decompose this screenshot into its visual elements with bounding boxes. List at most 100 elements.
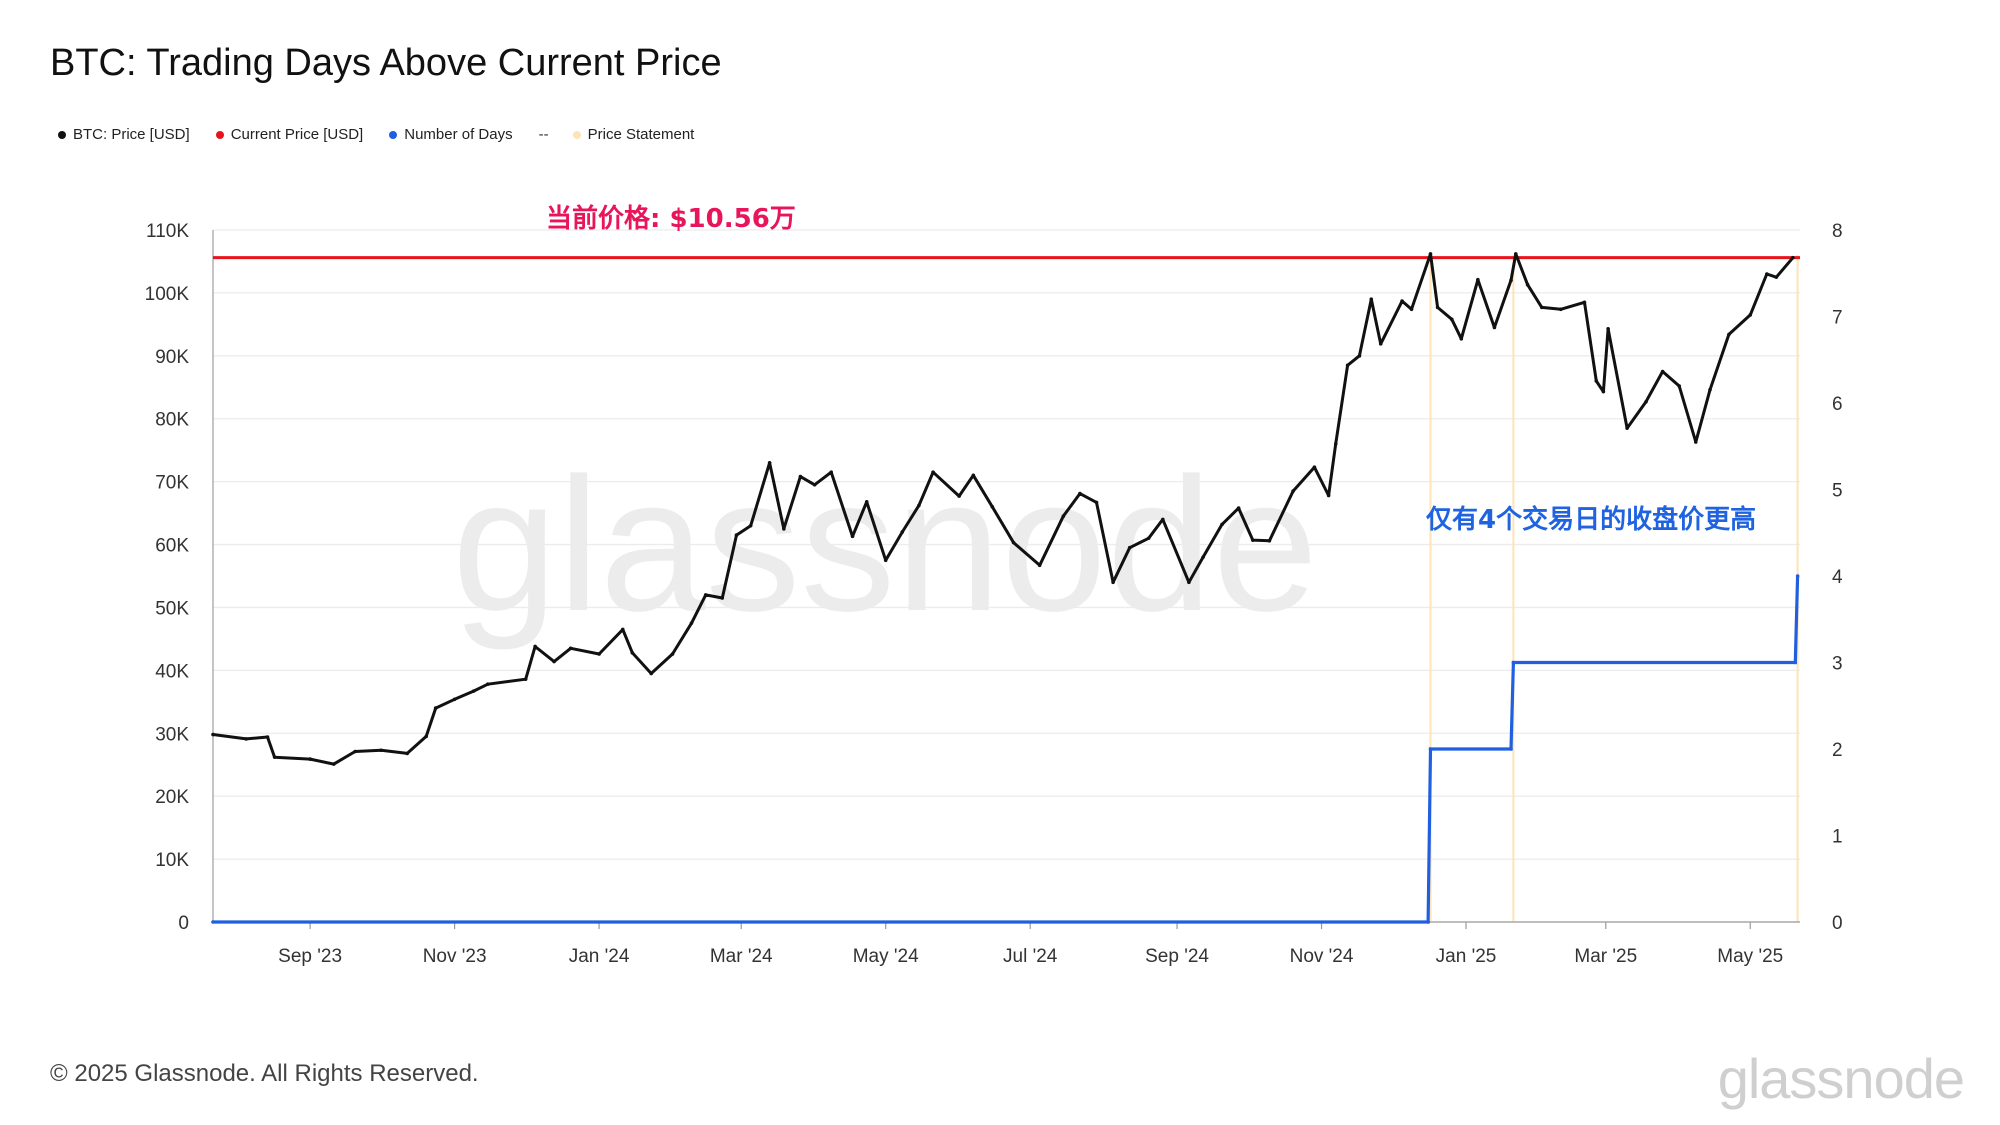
btc-price-point <box>1791 255 1795 260</box>
x-tick-label: May '24 <box>853 946 919 967</box>
btc-price-point <box>1525 282 1530 287</box>
btc-price-point <box>265 735 270 739</box>
btc-price-point <box>1435 305 1440 310</box>
btc-price-point <box>552 659 556 664</box>
btc-price-point <box>1450 317 1454 322</box>
btc-price-point <box>1540 305 1544 310</box>
btc-price-point <box>379 748 383 753</box>
glassnode-logo: glassnode <box>1717 1047 1965 1110</box>
y-right-tick-label: 0 <box>1832 913 1843 934</box>
legend-dot-btc-price <box>58 130 66 139</box>
x-tick-label: Mar '25 <box>1574 946 1637 967</box>
number-of-days-point <box>1795 574 1800 578</box>
btc-price-point <box>433 706 438 710</box>
btc-price-point <box>1061 514 1066 519</box>
y-right-tick-label: 4 <box>1832 567 1843 588</box>
y-left-tick-label: 110K <box>146 221 189 242</box>
btc-price-point <box>798 474 803 479</box>
btc-price-point <box>1236 506 1241 510</box>
btc-price-point <box>1476 277 1480 282</box>
btc-price-point <box>1345 363 1350 368</box>
btc-price-point <box>1369 297 1374 302</box>
legend-dot-number-of-days <box>389 130 398 139</box>
btc-price-point <box>1267 538 1272 543</box>
btc-price-point <box>703 593 708 597</box>
legend-item-current-price[interactable]: Current Price [USD] <box>215 126 364 143</box>
btc-price-point <box>1251 538 1255 542</box>
y-left-tick-label: 30K <box>155 724 189 745</box>
y-left-tick-label: 20K <box>155 787 189 808</box>
btc-price-point <box>1201 555 1205 559</box>
btc-price-point <box>1428 252 1433 256</box>
btc-price-point <box>452 697 457 702</box>
btc-price-point <box>523 677 528 681</box>
grid <box>213 229 1800 923</box>
y-right-tick-label: 5 <box>1832 481 1843 502</box>
x-tick-label: Sep '24 <box>1145 946 1209 967</box>
copyright-footer: © 2025 Glassnode. All Rights Reserved. <box>50 1060 479 1087</box>
legend-label-current-price: Current Price [USD] <box>230 126 364 143</box>
btc-price-point <box>1558 307 1563 312</box>
y-left-tick-label: 50K <box>155 598 189 619</box>
number-of-days-point <box>1511 660 1516 665</box>
btc-price-point <box>620 627 625 632</box>
btc-price-point <box>1582 300 1587 305</box>
btc-price-point <box>308 757 312 761</box>
btc-price-point <box>1727 332 1731 337</box>
chart-title: BTC: Trading Days Above Current Price <box>50 42 722 84</box>
legend-item-price-statement[interactable]: Price Statement <box>572 126 695 143</box>
btc-price-point <box>272 755 277 759</box>
btc-price-point <box>1127 545 1132 550</box>
y-left-tick-label: 80K <box>155 410 189 431</box>
btc-price-point <box>1625 426 1629 430</box>
btc-price-point <box>864 499 869 504</box>
y-right-tick-label: 6 <box>1832 394 1843 415</box>
legend-item-btc-price[interactable]: BTC: Price [USD] <box>58 126 190 143</box>
btc-price-point <box>1677 384 1681 388</box>
btc-price-point <box>211 732 215 737</box>
btc-price-point <box>734 533 739 537</box>
btc-price-point <box>1601 389 1606 394</box>
y-right-tick-label: 3 <box>1832 654 1843 675</box>
btc-price-point <box>850 534 855 539</box>
btc-price-point <box>597 652 601 656</box>
btc-price-point <box>405 751 410 756</box>
btc-price-point <box>829 470 834 475</box>
legend-dot-current-price <box>215 130 224 139</box>
legend-label-price-statement: Price Statement <box>587 126 695 143</box>
btc-price-point <box>1312 465 1317 469</box>
btc-price-point <box>971 473 976 478</box>
x-tick-label: Jan '24 <box>569 946 630 967</box>
x-tick-label: May '25 <box>1717 946 1783 967</box>
btc-price-point <box>1594 379 1599 383</box>
btc-price-point <box>471 689 476 693</box>
btc-price-point <box>782 527 786 531</box>
y-left-tick-label: 40K <box>155 661 189 682</box>
legend-item-number-of-days[interactable]: Number of Days <box>389 126 513 143</box>
y-right-tick-label: 2 <box>1832 740 1843 761</box>
btc-price-point <box>1409 307 1414 312</box>
btc-price-point <box>424 734 428 739</box>
btc-price-point <box>332 762 336 766</box>
btc-price-point <box>1291 489 1295 493</box>
y-left-tick-label: 10K <box>155 850 189 871</box>
x-tick-label: Sep '23 <box>278 946 342 967</box>
btc-price-point <box>1400 299 1404 303</box>
y-left-tick-label: 90K <box>155 347 189 368</box>
btc-price-point <box>670 652 675 656</box>
y-right-tick-label: 1 <box>1832 827 1843 848</box>
annotation-current-price: 当前价格: $10.56万 <box>546 203 796 234</box>
x-tick-label: Mar '24 <box>710 946 773 967</box>
annotation-trading-days: 仅有4个交易日的收盘价更高 <box>1426 504 1756 535</box>
btc-price-point <box>1774 275 1779 279</box>
btc-price-point <box>931 470 935 475</box>
btc-price-point <box>917 503 921 508</box>
btc-price-point <box>1765 272 1769 276</box>
btc-price-point <box>1644 399 1648 404</box>
legend-dot-price-statement <box>572 130 581 139</box>
btc-price-point <box>812 482 817 487</box>
y-left-tick-label: 60K <box>155 536 189 557</box>
btc-price-point <box>1146 536 1151 541</box>
btc-price-point <box>1748 313 1753 317</box>
x-tick-label: Jul '24 <box>1003 946 1058 967</box>
